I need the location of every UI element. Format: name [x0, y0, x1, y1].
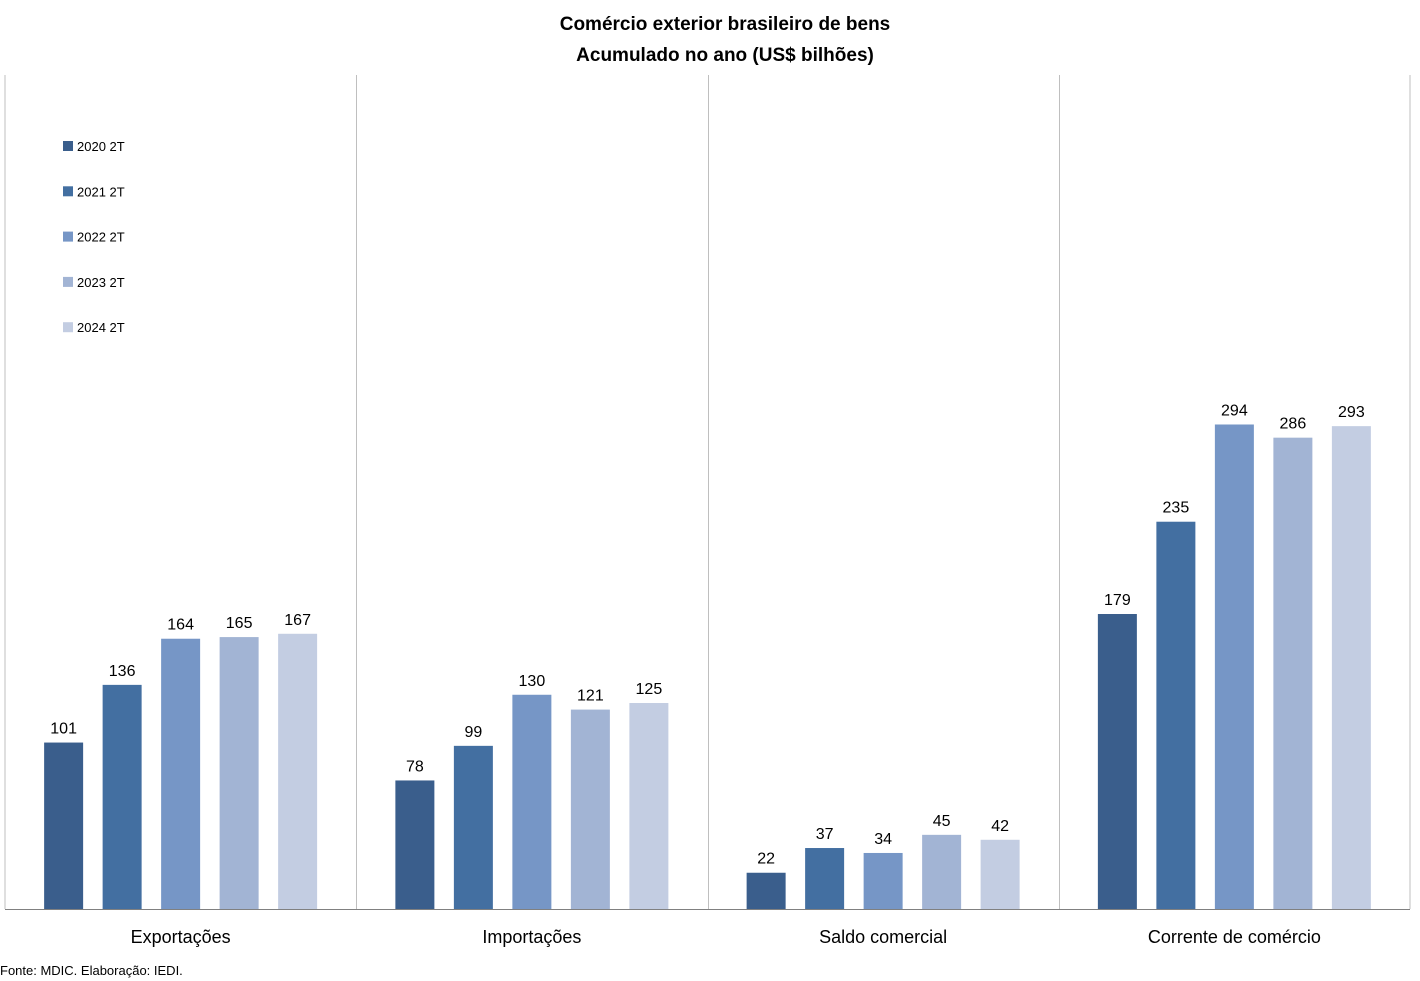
legend-label: 2020 2T [77, 139, 125, 154]
legend-swatch [63, 276, 73, 287]
data-label: 293 [1338, 404, 1365, 421]
value-labels: 101 136 164 165 167 78 99 130 121 125 22 37 34 45 42 17… [50, 402, 1365, 867]
legend: 2020 2T 2021 2T 2022 2T 2023 2T 2024 2T [63, 139, 125, 335]
data-label: 164 [167, 617, 194, 634]
bar [219, 637, 259, 909]
category-label: Corrente de comércio [1148, 927, 1321, 947]
legend-label: 2021 2T [77, 184, 125, 199]
bar [278, 633, 318, 909]
bar [746, 872, 786, 909]
legend-label: 2024 2T [77, 320, 125, 335]
bar [863, 852, 903, 909]
bar [161, 638, 201, 909]
data-label: 101 [50, 721, 77, 738]
legend-label: 2023 2T [77, 275, 125, 290]
data-label: 286 [1280, 416, 1307, 433]
bar [1214, 424, 1254, 909]
category-labels: Exportações Importações Saldo comercial Cor… [131, 927, 1321, 947]
bar [805, 848, 845, 909]
chart-frame [4, 75, 1411, 910]
bar [44, 742, 84, 909]
bar [922, 834, 962, 909]
data-label: 165 [226, 615, 253, 632]
legend-swatch [63, 231, 73, 242]
legend-swatch [63, 322, 73, 333]
data-label: 125 [636, 681, 663, 698]
bar [1156, 521, 1196, 909]
data-label: 45 [933, 813, 951, 830]
bar [395, 780, 435, 909]
bar [980, 839, 1020, 909]
data-label: 167 [284, 612, 311, 629]
data-label: 78 [406, 758, 424, 775]
data-label: 121 [577, 688, 604, 705]
source-note: Fonte: MDIC. Elaboração: IEDI. [0, 963, 183, 978]
legend-swatch [63, 186, 73, 197]
bar [1097, 614, 1137, 909]
bar [453, 745, 493, 909]
category-label: Importações [482, 927, 581, 947]
chart-title: Comércio exterior brasileiro de bens [560, 14, 891, 35]
data-label: 294 [1221, 402, 1248, 419]
data-label: 42 [991, 818, 1009, 835]
bar [629, 703, 669, 909]
category-label: Saldo comercial [819, 927, 947, 947]
chart-subtitle: Acumulado no ano (US$ bilhões) [576, 45, 874, 66]
data-label: 179 [1104, 592, 1131, 609]
bar [1331, 426, 1371, 909]
data-label: 235 [1163, 500, 1190, 517]
data-label: 37 [816, 826, 834, 843]
data-label: 22 [757, 851, 775, 868]
data-label: 34 [874, 831, 892, 848]
bar [512, 694, 552, 909]
bars [44, 424, 1371, 909]
data-label: 136 [109, 663, 136, 680]
bar [570, 709, 610, 909]
data-label: 130 [519, 673, 546, 690]
bar [1273, 437, 1313, 909]
bar [102, 684, 142, 909]
legend-label: 2022 2T [77, 230, 125, 245]
category-label: Exportações [131, 927, 231, 947]
legend-swatch [63, 141, 73, 151]
data-label: 99 [464, 724, 482, 741]
